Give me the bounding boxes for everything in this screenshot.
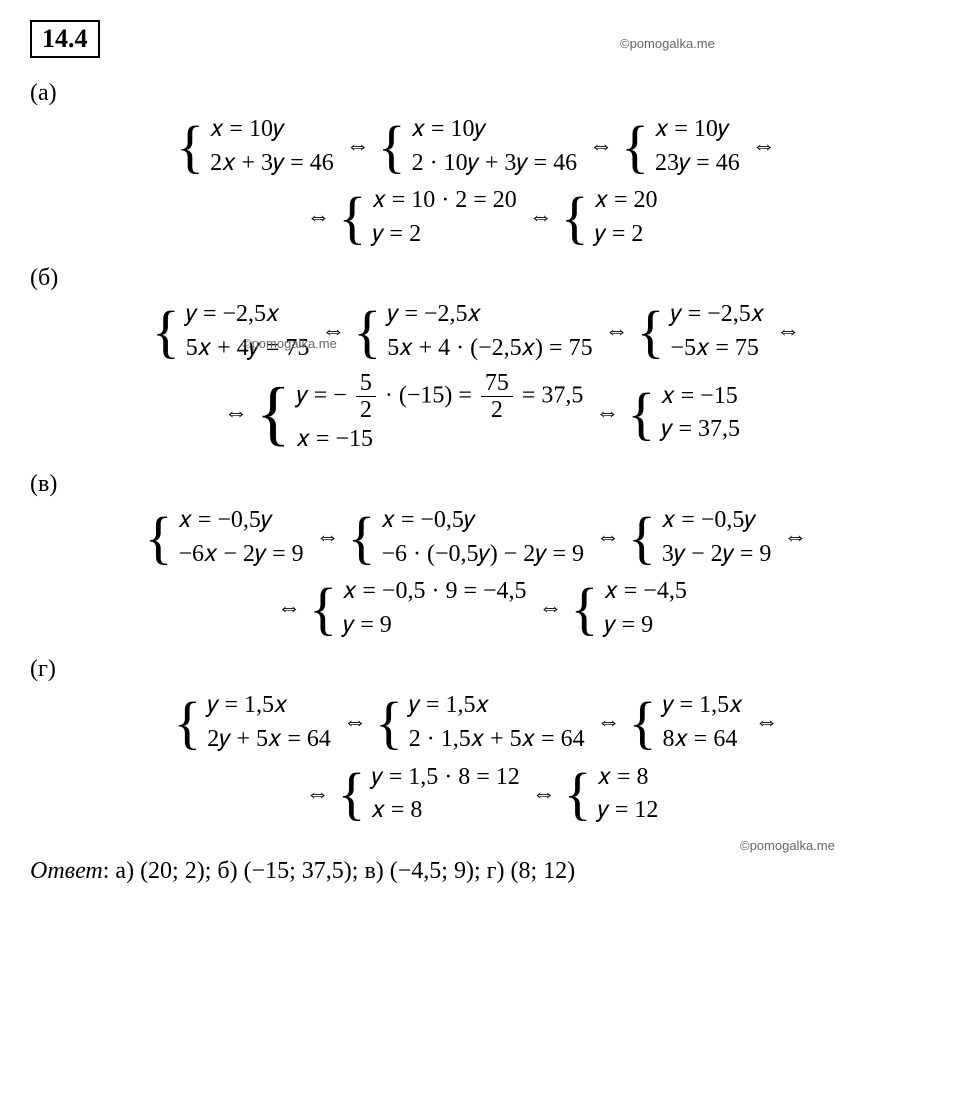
answer-label: Ответ — [30, 858, 103, 884]
eq: 𝑦 = 1,5𝑥 — [405, 689, 589, 723]
equiv-icon: ⇔ — [776, 318, 800, 345]
equiv-icon: ⇔ — [597, 709, 621, 736]
part-a-label: (а) — [30, 80, 930, 107]
equiv-icon: ⇔ — [529, 204, 553, 231]
equiv-icon: ⇔ — [346, 133, 370, 160]
eq: 𝑥 = 10 · 2 = 20 — [368, 184, 520, 218]
equiv-icon: ⇔ — [755, 709, 779, 736]
eq: 𝑥 = −0,5𝑦 — [174, 504, 307, 538]
equiv-icon: ⇔ — [596, 524, 620, 551]
part-b-label: (б) — [30, 265, 930, 292]
eq: 𝑥 = −0,5𝑦 — [658, 504, 776, 538]
eq: −5𝑥 = 75 — [666, 332, 768, 366]
eq: 𝑥 = −0,5 · 9 = −4,5 — [339, 575, 531, 609]
part-g-label: (г) — [30, 656, 930, 683]
equiv-icon: ⇔ — [595, 400, 619, 427]
part-v-label: (в) — [30, 471, 930, 498]
numerator: 5 — [356, 370, 376, 397]
eq: 𝑦 = 1,5𝑥 — [658, 689, 746, 723]
equiv-icon: ⇔ — [224, 400, 248, 427]
part-a-row1: { 𝑥 = 10𝑦 2𝑥 + 3𝑦 = 46 ⇔ { 𝑥 = 10𝑦 2 · 1… — [30, 113, 930, 180]
equiv-icon: ⇔ — [316, 524, 340, 551]
eq: 𝑥 = 10𝑦 — [206, 113, 338, 147]
equiv-icon: ⇔ — [306, 781, 330, 808]
eq: 𝑥 = 20 — [591, 184, 662, 218]
fraction: 75 2 — [481, 370, 513, 424]
equiv-icon: ⇔ — [539, 595, 563, 622]
denominator: 2 — [487, 397, 507, 423]
text: · (−15) = — [385, 382, 472, 408]
equiv-icon: ⇔ — [343, 709, 367, 736]
eq: −6 · (−0,5𝑦) − 2𝑦 = 9 — [377, 538, 588, 572]
watermark-2: ©pomogalka.me — [242, 336, 337, 351]
equiv-icon: ⇔ — [589, 133, 613, 160]
eq: 3𝑦 − 2𝑦 = 9 — [658, 538, 776, 572]
eq: 𝑦 = 37,5 — [657, 413, 744, 447]
eq: 𝑥 = −0,5𝑦 — [377, 504, 588, 538]
equiv-icon: ⇔ — [605, 318, 629, 345]
part-b-row1: { 𝑦 = −2,5𝑥 5𝑥 + 4𝑦 = 75 ⇔ { 𝑦 = −2,5𝑥 5… — [30, 298, 930, 365]
equiv-icon: ⇔ — [306, 204, 330, 231]
part-g-row2: ⇔ { 𝑦 = 1,5 · 8 = 12 𝑥 = 8 ⇔ { 𝑥 = 8 𝑦 =… — [30, 761, 930, 828]
eq: 8𝑥 = 64 — [658, 723, 746, 757]
equiv-icon: ⇔ — [783, 524, 807, 551]
eq: 𝑦 = − 5 2 · (−15) = 75 2 = 37,5 — [293, 370, 588, 424]
text: 𝑦 = − — [297, 382, 347, 408]
part-a-row2: ⇔ { 𝑥 = 10 · 2 = 20 𝑦 = 2 ⇔ { 𝑥 = 20 𝑦 =… — [30, 184, 930, 251]
eq: 𝑦 = 2 — [591, 218, 662, 252]
watermark-1: ©pomogalka.me — [620, 36, 715, 51]
part-v-row2: ⇔ { 𝑥 = −0,5 · 9 = −4,5 𝑦 = 9 ⇔ { 𝑥 = −4… — [30, 575, 930, 642]
eq: 2 · 10𝑦 + 3𝑦 = 46 — [408, 147, 581, 181]
eq: 2𝑦 + 5𝑥 = 64 — [203, 723, 335, 757]
eq: 𝑦 = 1,5 · 8 = 12 — [367, 761, 523, 795]
eq: 𝑥 = 8 — [367, 794, 523, 828]
eq: 2 · 1,5𝑥 + 5𝑥 = 64 — [405, 723, 589, 757]
eq: 𝑥 = 10𝑦 — [651, 113, 744, 147]
fraction: 5 2 — [356, 370, 376, 424]
eq: 𝑦 = −2,5𝑥 — [182, 298, 314, 332]
eq: 𝑦 = 12 — [594, 794, 663, 828]
eq: 5𝑥 + 4 · (−2,5𝑥) = 75 — [383, 332, 596, 366]
part-v-row1: { 𝑥 = −0,5𝑦 −6𝑥 − 2𝑦 = 9 ⇔ { 𝑥 = −0,5𝑦 −… — [30, 504, 930, 571]
part-b-row2: ⇔ { 𝑦 = − 5 2 · (−15) = 75 2 = 37,5 𝑥 = … — [30, 370, 930, 457]
eq: 𝑥 = −15 — [293, 423, 588, 457]
eq: −6𝑥 − 2𝑦 = 9 — [174, 538, 307, 572]
equiv-icon: ⇔ — [277, 595, 301, 622]
eq: 𝑦 = −2,5𝑥 — [666, 298, 768, 332]
denominator: 2 — [356, 397, 376, 423]
part-g-row1: { 𝑦 = 1,5𝑥 2𝑦 + 5𝑥 = 64 ⇔ { 𝑦 = 1,5𝑥 2 ·… — [30, 689, 930, 756]
eq: 𝑦 = 9 — [600, 609, 690, 643]
eq: 𝑦 = 9 — [339, 609, 531, 643]
equiv-icon: ⇔ — [532, 781, 556, 808]
eq: 𝑥 = −15 — [657, 380, 744, 414]
eq: 𝑦 = 1,5𝑥 — [203, 689, 335, 723]
text: = 37,5 — [522, 382, 584, 408]
answer-text: : а) (20; 2); б) (−15; 37,5); в) (−4,5; … — [103, 858, 575, 884]
watermark-3: ©pomogalka.me — [740, 838, 835, 853]
eq: 𝑥 = −4,5 — [600, 575, 690, 609]
eq: 23𝑦 = 46 — [651, 147, 744, 181]
eq: 2𝑥 + 3𝑦 = 46 — [206, 147, 338, 181]
eq: 𝑥 = 8 — [594, 761, 663, 795]
eq: 𝑦 = −2,5𝑥 — [383, 298, 596, 332]
eq: 𝑦 = 2 — [368, 218, 520, 252]
answer-line: Ответ: а) (20; 2); б) (−15; 37,5); в) (−… — [30, 858, 930, 885]
eq: 𝑥 = 10𝑦 — [408, 113, 581, 147]
problem-number: 14.4 — [30, 20, 100, 58]
numerator: 75 — [481, 370, 513, 397]
equiv-icon: ⇔ — [752, 133, 776, 160]
